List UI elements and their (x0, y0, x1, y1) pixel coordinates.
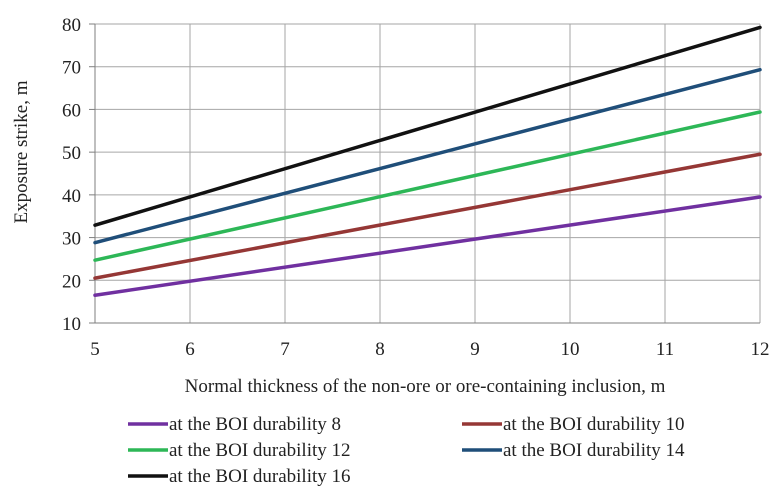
legend-label: at the BOI durability 10 (503, 414, 685, 435)
legend-label: at the BOI durability 16 (169, 466, 351, 487)
legend-label: at the BOI durability 12 (169, 440, 351, 461)
y-tick-label: 40 (62, 186, 81, 207)
y-tick-label: 30 (62, 229, 81, 250)
legend-item: at the BOI durability 16 (128, 466, 351, 487)
x-tick-label: 12 (751, 339, 770, 360)
series-line-5 (93, 25, 762, 227)
x-tick-label: 9 (470, 339, 480, 360)
x-tick-label: 11 (656, 339, 674, 360)
x-tick-label: 8 (375, 339, 385, 360)
x-tick-label: 5 (90, 339, 100, 360)
legend-item: at the BOI durability 12 (128, 440, 351, 461)
series-line-4 (93, 67, 762, 245)
legend: at the BOI durability 8 at the BOI durabi… (128, 414, 685, 487)
axes (89, 23, 760, 324)
x-tick-labels: 5 6 7 8 9 10 11 12 (90, 339, 769, 360)
legend-item: at the BOI durability 14 (462, 440, 685, 461)
legend-item: at the BOI durability 8 (128, 414, 341, 435)
y-tick-label: 80 (62, 15, 81, 36)
series-line-3 (93, 110, 762, 262)
y-tick-label: 20 (62, 271, 81, 292)
x-tick-label: 10 (561, 339, 580, 360)
y-tick-label: 70 (62, 58, 81, 79)
legend-label: at the BOI durability 14 (503, 440, 685, 461)
legend-label: at the BOI durability 8 (169, 414, 341, 435)
y-axis-title: Exposure strike, m (11, 80, 32, 223)
grid (94, 23, 761, 324)
y-tick-label: 50 (62, 143, 81, 164)
series-line-2 (93, 152, 762, 280)
y-tick-labels: 10 20 30 40 50 60 70 80 (62, 15, 81, 335)
y-tick-label: 60 (62, 100, 81, 121)
series-lines (93, 25, 762, 297)
legend-item: at the BOI durability 10 (462, 414, 685, 435)
x-tick-label: 7 (280, 339, 290, 360)
y-tick-label: 10 (62, 314, 81, 335)
x-tick-label: 6 (185, 339, 195, 360)
series-line-1 (93, 195, 762, 297)
x-axis-title: Normal thickness of the non-ore or ore-c… (185, 376, 666, 397)
